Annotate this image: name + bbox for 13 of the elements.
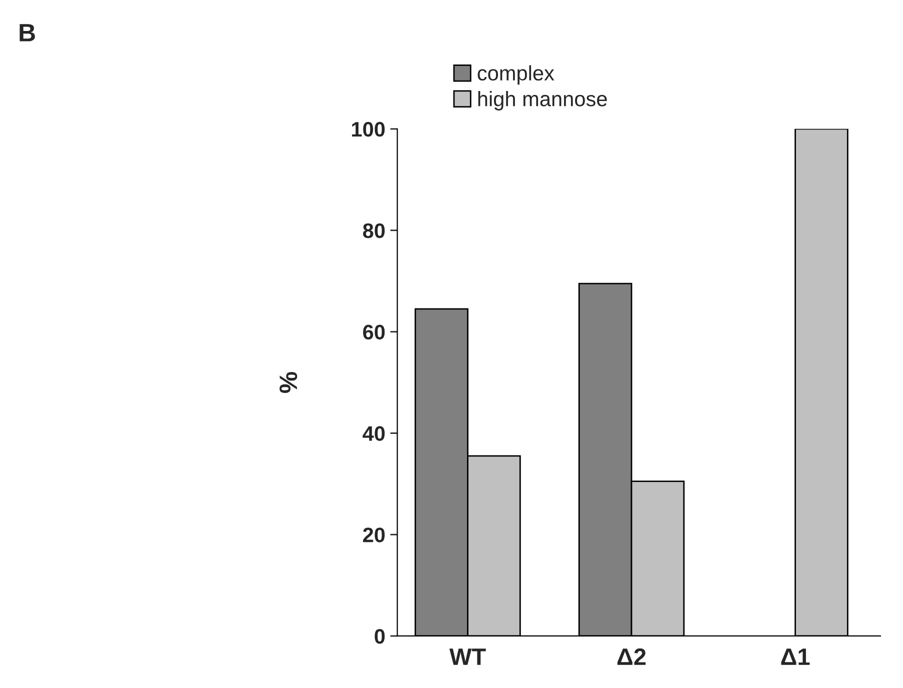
y-tick-label: 80 [363,223,385,238]
y-tick-label: 40 [362,426,385,441]
y-axis-title: % [280,372,298,393]
text: B [20,24,35,42]
x-tick-label: Δ1 [781,648,810,665]
y-tick-label: 0 [374,628,385,644]
legend-label: high mannose [478,91,607,110]
y-tick-label: 60 [363,324,385,340]
x-tick-label: WT [449,648,486,665]
x-tick-label: Δ2 [617,648,646,665]
y-tick-label: 100 [352,122,385,137]
y-tick-label: 20 [363,528,385,542]
legend-label: complex [478,65,554,85]
